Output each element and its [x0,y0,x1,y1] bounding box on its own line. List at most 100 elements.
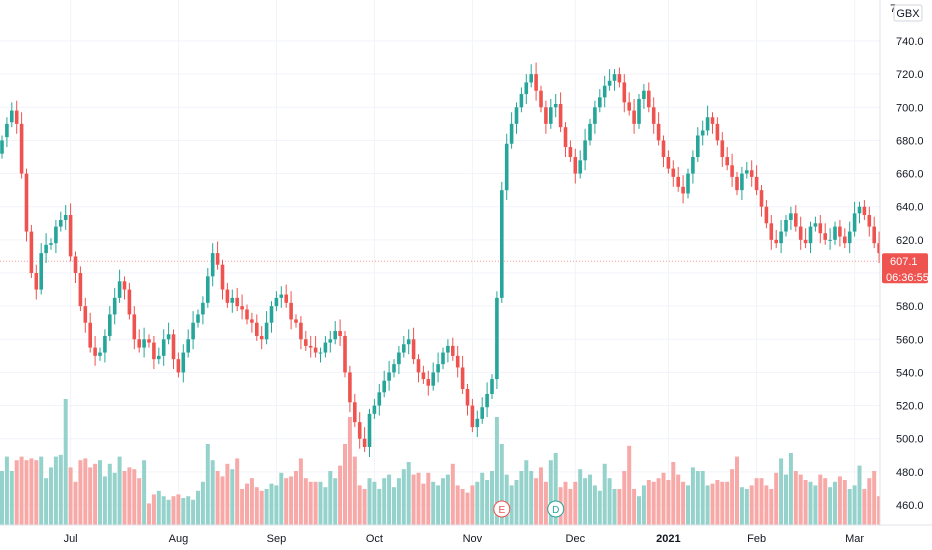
candle[interactable] [171,329,176,370]
time-axis[interactable]: Jul Aug Sep Oct Nov Dec 2021 Feb Mar [64,533,865,545]
candle[interactable] [671,160,676,187]
candle[interactable] [250,312,254,333]
candlesticks[interactable] [0,62,881,457]
candle[interactable] [843,228,847,249]
candle[interactable] [558,92,563,133]
candle[interactable] [426,370,431,396]
candle[interactable] [656,112,661,146]
candle[interactable] [779,219,783,254]
candle[interactable] [500,181,504,303]
candle[interactable] [377,384,382,416]
candle[interactable] [88,312,92,353]
candle[interactable] [245,304,249,325]
candle[interactable] [862,200,867,220]
candle[interactable] [343,331,347,378]
candle[interactable] [68,203,73,262]
candle[interactable] [740,166,744,201]
candle[interactable] [598,89,602,113]
candle[interactable] [10,102,14,128]
candle[interactable] [475,410,480,438]
candle[interactable] [132,306,137,350]
candle[interactable] [176,352,181,378]
candle[interactable] [867,206,872,237]
candle[interactable] [700,120,705,146]
candle[interactable] [201,296,205,325]
candle[interactable] [852,201,857,237]
candle[interactable] [828,228,832,250]
candle[interactable] [725,147,729,171]
candle[interactable] [122,276,127,300]
candle[interactable] [818,215,823,244]
candle[interactable] [416,354,421,383]
candle[interactable] [460,355,465,394]
candle[interactable] [34,264,39,300]
candle[interactable] [402,335,406,358]
candle[interactable] [774,229,778,249]
candle[interactable] [259,326,264,350]
candle[interactable] [397,345,401,375]
candle[interactable] [622,74,627,113]
candle[interactable] [847,221,852,254]
candle[interactable] [206,268,210,308]
candle[interactable] [617,67,622,88]
candle[interactable] [691,150,695,184]
candle[interactable] [210,243,215,287]
candle[interactable] [612,69,617,91]
candle[interactable] [602,75,607,108]
candle[interactable] [607,69,612,91]
candle[interactable] [108,306,112,341]
candle[interactable] [117,269,122,303]
candle[interactable] [568,140,573,162]
candle[interactable] [838,219,842,247]
candle[interactable] [372,398,377,419]
candle[interactable] [529,64,533,88]
candle[interactable] [19,112,24,179]
candle[interactable] [29,224,34,278]
candle[interactable] [112,287,117,325]
candle[interactable] [392,359,396,378]
candle[interactable] [877,231,881,264]
candle[interactable] [720,132,725,167]
candle[interactable] [161,329,166,366]
candle[interactable] [769,215,774,250]
candle[interactable] [191,311,195,350]
candle[interactable] [323,335,328,358]
candle[interactable] [539,85,543,113]
candle[interactable] [44,233,48,264]
candle[interactable] [255,314,259,341]
candle[interactable] [759,185,764,217]
candle[interactable] [411,327,416,365]
candle[interactable] [534,62,538,101]
candle[interactable] [519,87,524,113]
candle[interactable] [470,398,475,433]
candle[interactable] [524,74,529,104]
candle[interactable] [436,352,440,383]
candle[interactable] [789,206,793,230]
candle[interactable] [152,335,156,370]
candle[interactable] [808,221,813,254]
candle[interactable] [813,216,818,232]
candle[interactable] [754,165,759,196]
candle[interactable] [63,205,68,230]
candle[interactable] [735,171,739,196]
candle[interactable] [353,393,357,428]
candle[interactable] [230,289,235,313]
candle[interactable] [0,135,4,159]
candle[interactable] [166,322,171,345]
candle[interactable] [289,291,293,330]
candle[interactable] [225,282,230,308]
candle[interactable] [421,365,426,385]
candle[interactable] [308,335,313,358]
candle[interactable] [73,251,78,283]
candle[interactable] [647,82,651,113]
candle[interactable] [264,311,269,345]
candle[interactable] [485,382,489,418]
candle[interactable] [83,297,88,333]
candle[interactable] [348,365,352,413]
candle[interactable] [431,362,435,391]
candle[interactable] [338,319,342,346]
candle[interactable] [299,316,303,350]
candle[interactable] [5,117,9,148]
candle[interactable] [549,99,553,129]
candle[interactable] [715,117,720,146]
